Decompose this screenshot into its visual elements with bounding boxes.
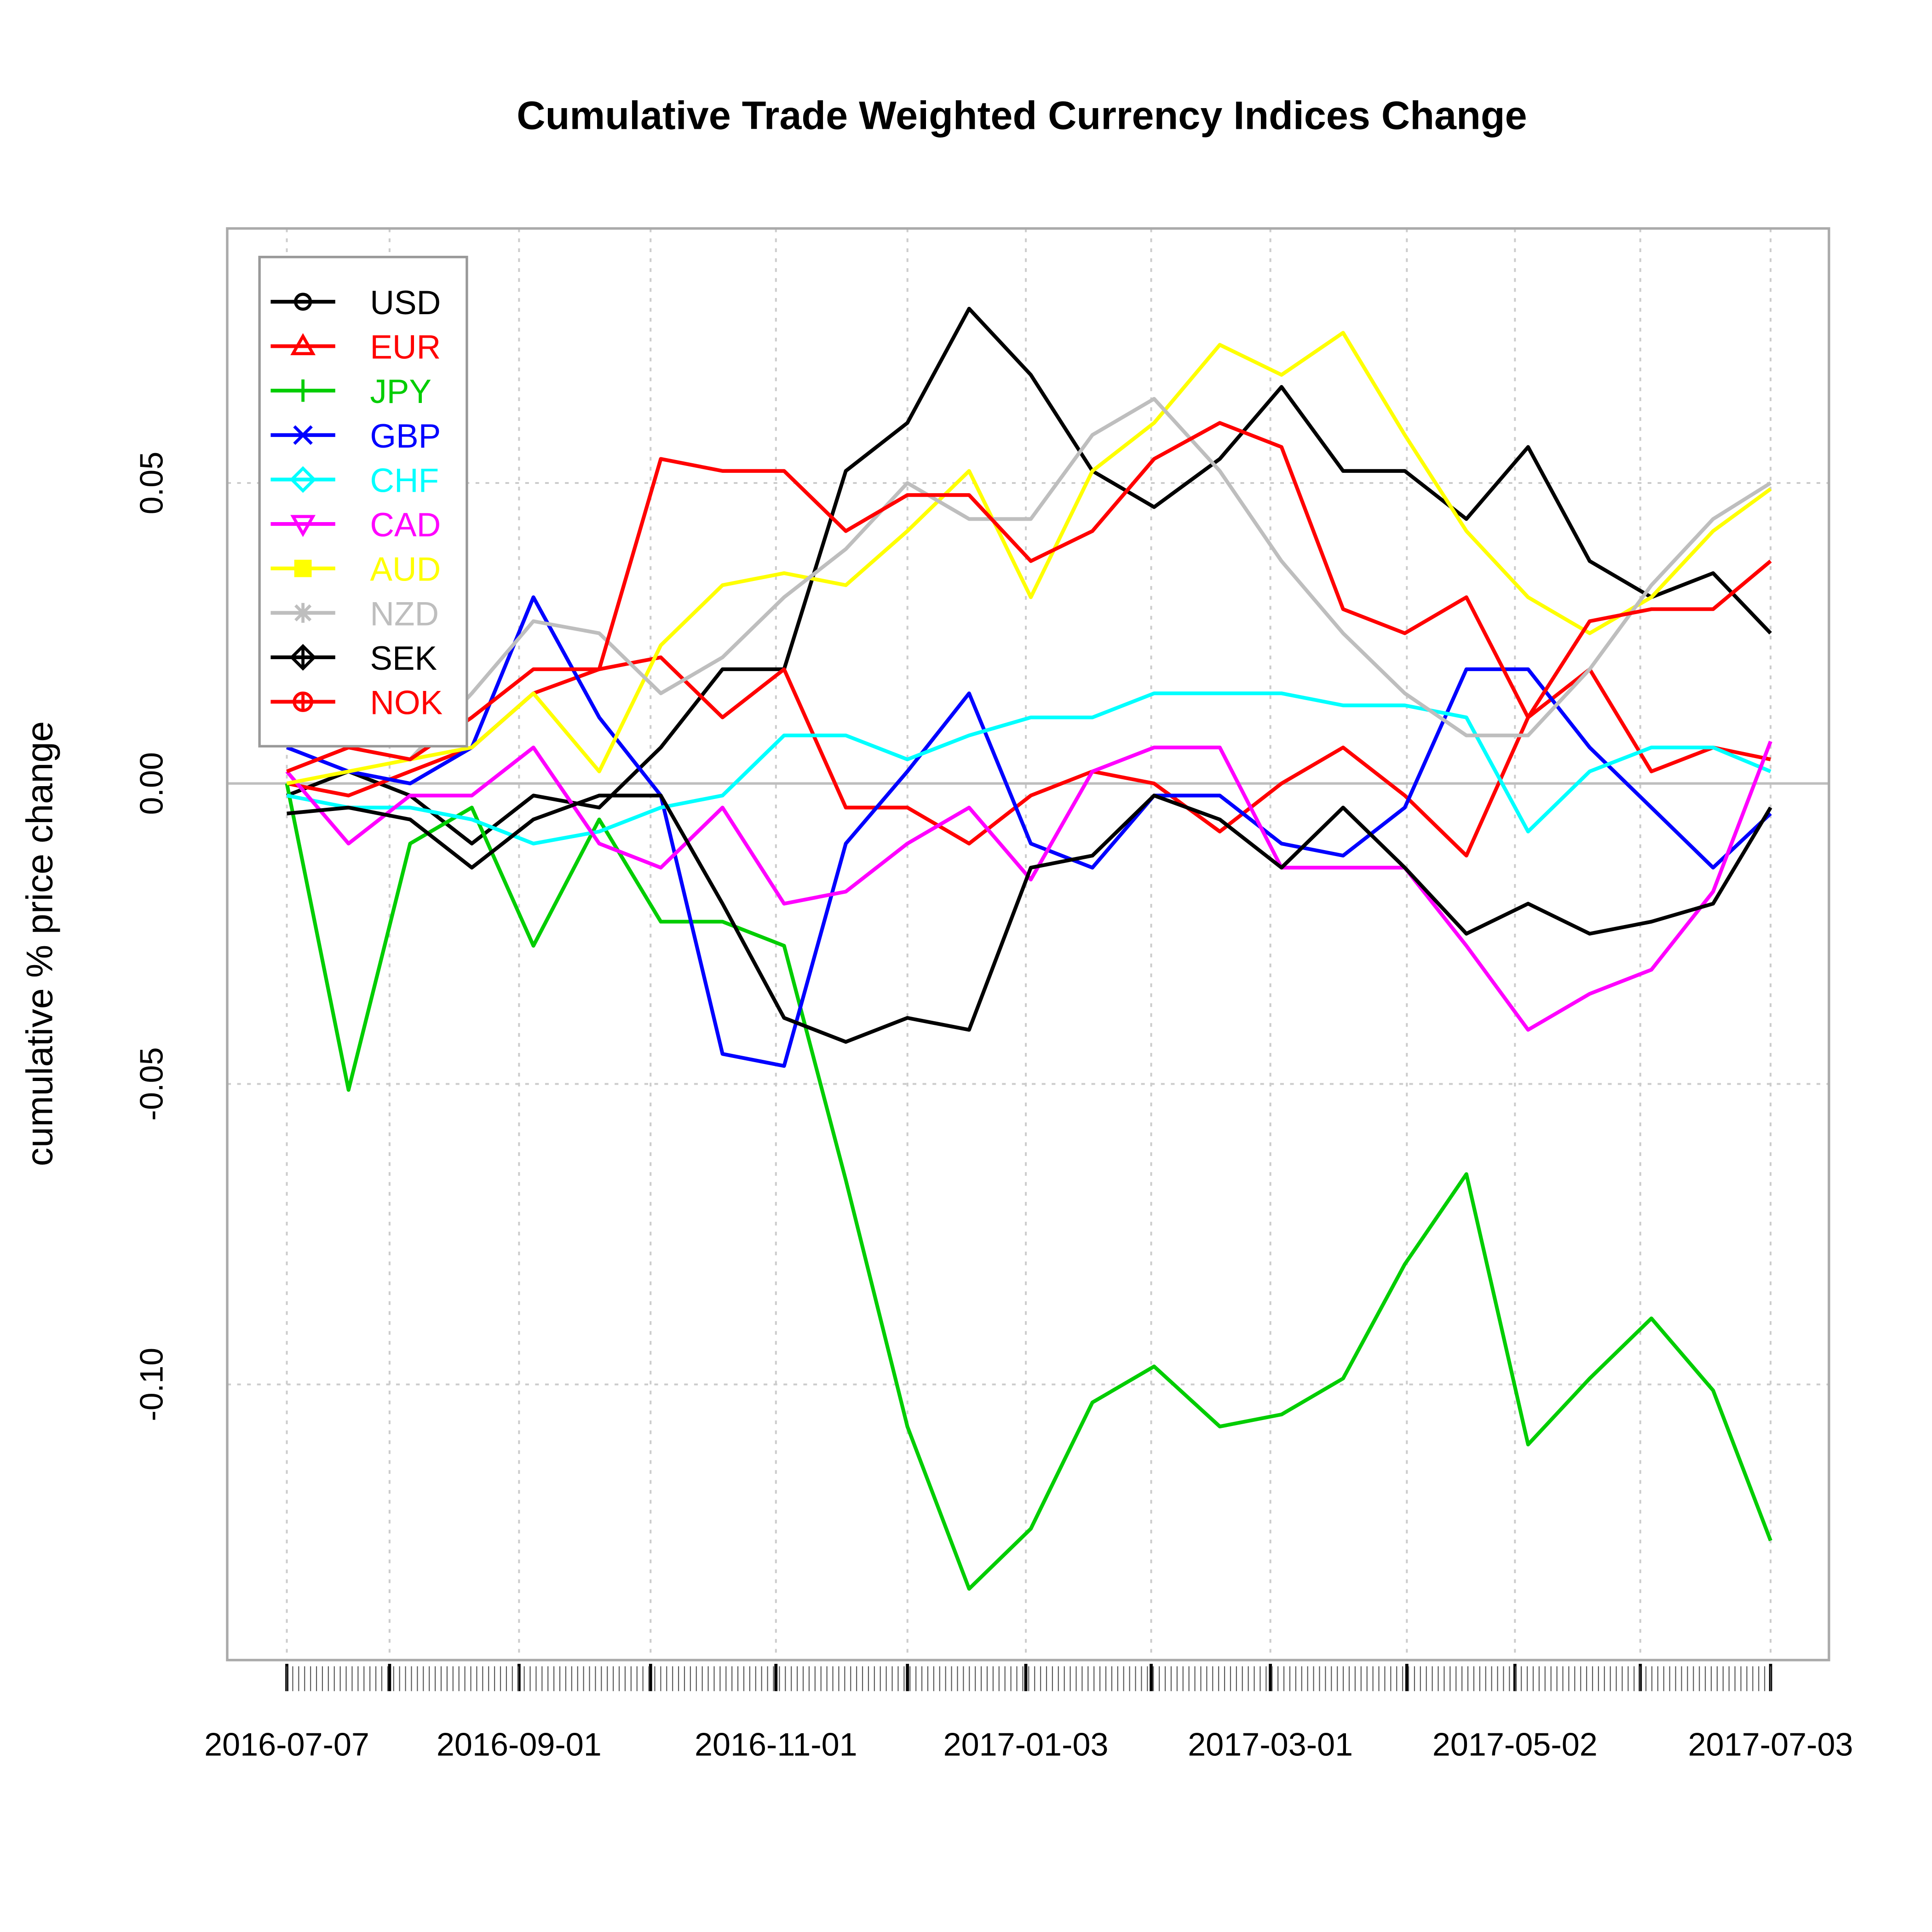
series-line-gbp <box>286 595 1772 1068</box>
legend-label: EUR <box>370 329 441 366</box>
legend-item-usd: USD <box>270 284 441 322</box>
series-line-nok <box>286 421 1772 773</box>
series-line-cad <box>285 741 1772 1032</box>
legend-marker-circle <box>294 293 312 311</box>
y-tick-label: -0.10 <box>133 1348 170 1421</box>
legend-label: GBP <box>370 418 441 455</box>
legend-item-eur: EUR <box>270 329 441 366</box>
legend-label: AUD <box>370 551 441 588</box>
x-tick-label: 2016-09-01 <box>437 1726 602 1763</box>
legend-item-cad: CAD <box>270 506 441 544</box>
legend-item-nok: NOK <box>270 684 443 722</box>
legend: USD EUR JPY GBP CHF CAD AUD NZD SEK NOK <box>258 256 468 748</box>
chart-title: Cumulative Trade Weighted Currency Indic… <box>517 94 1527 138</box>
legend-marker-triangle <box>290 333 316 356</box>
y-axis: 0.05 0.00 -0.05 -0.10 <box>133 452 170 1421</box>
series-line-nzd <box>286 397 1772 773</box>
legend-label: JPY <box>370 373 431 410</box>
legend-marker-asterisk <box>293 603 313 623</box>
y-tick-label: 0.05 <box>133 452 170 515</box>
x-tick-label: 2017-05-02 <box>1432 1726 1598 1763</box>
series-line-jpy <box>285 783 1772 1591</box>
series-line-chf <box>286 691 1771 845</box>
series-line-usd <box>286 306 1772 845</box>
y-tick-label: 0.00 <box>133 752 170 815</box>
series-line-sek <box>287 794 1772 1044</box>
legend-box <box>258 256 468 748</box>
series-group <box>285 306 1772 1591</box>
legend-item-jpy: JPY <box>270 373 431 410</box>
legend-marker-square <box>294 559 312 577</box>
legend-item-chf: CHF <box>270 462 439 499</box>
legend-marker-diamond-plus <box>292 646 314 669</box>
legend-marker-cross <box>293 425 313 445</box>
legend-marker-triangle-down <box>290 515 316 537</box>
legend-label: CAD <box>370 506 441 544</box>
legend-label: SEK <box>370 640 437 677</box>
x-tick-label: 2016-07-07 <box>204 1726 369 1763</box>
series-line-aud <box>286 331 1772 786</box>
legend-item-gbp: GBP <box>270 418 441 455</box>
legend-label: USD <box>370 284 441 322</box>
legend-item-aud: AUD <box>270 551 441 588</box>
legend-label: NOK <box>370 684 443 722</box>
legend-item-sek: SEK <box>270 640 437 677</box>
legend-label: NZD <box>370 595 439 632</box>
legend-marker-diamond <box>289 466 316 493</box>
legend-marker-plus <box>292 379 314 402</box>
x-tick-label: 2016-11-01 <box>695 1726 857 1763</box>
y-tick-label: -0.05 <box>133 1047 170 1121</box>
x-axis: 2016-07-07 2016-09-01 2016-11-01 2017-01-03… <box>204 1663 1853 1763</box>
y-axis-label: cumulative % price change <box>19 721 60 1167</box>
plot-frame <box>226 227 1830 1662</box>
x-tick-label: 2017-03-01 <box>1188 1726 1353 1763</box>
legend-marker-circle-plus <box>294 693 312 711</box>
legend-item-nzd: NZD <box>270 595 439 632</box>
x-tick-label: 2017-07-03 <box>1688 1726 1853 1763</box>
legend-label: CHF <box>370 462 439 499</box>
x-tick-label: 2017-01-03 <box>943 1726 1109 1763</box>
